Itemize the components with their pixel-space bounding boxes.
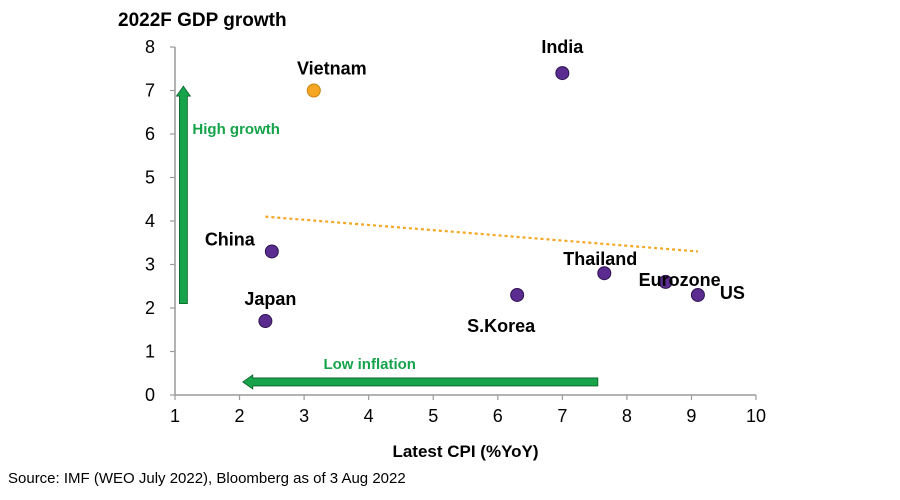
source-note: Source: IMF (WEO July 2022), Bloomberg a… [8, 470, 406, 487]
arrow-shape [175, 85, 192, 305]
y-tick-label: 0 [145, 385, 155, 405]
x-tick-label: 1 [170, 406, 180, 426]
x-axis-label: Latest CPI (%YoY) [392, 442, 538, 461]
point-skorea [510, 287, 525, 302]
point-label: Eurozone [639, 270, 721, 290]
y-tick-label: 6 [145, 124, 155, 144]
point-us [690, 287, 705, 302]
x-tick-label: 2 [235, 406, 245, 426]
point-label: S.Korea [467, 316, 536, 336]
data-points: India Vietnam China Japan S.Korea ThailandEur… [205, 37, 745, 336]
x-tick-label: 10 [746, 406, 766, 426]
low-inflation-arrow: Low inflation [242, 356, 599, 390]
annotations: High growth Low inflation [175, 85, 599, 390]
point-india [555, 66, 570, 81]
point-label: India [541, 37, 584, 57]
point-japan [258, 314, 273, 329]
x-tick-label: 6 [493, 406, 503, 426]
y-tick-label: 8 [145, 37, 155, 57]
chart-title: 2022F GDP growth [118, 10, 287, 31]
y-tick-label: 5 [145, 168, 155, 188]
point-label: Japan [244, 289, 296, 309]
trendline-group [265, 215, 698, 253]
x-tick-label: 5 [428, 406, 438, 426]
y-tick-label: 4 [145, 211, 155, 231]
x-tick-label: 8 [622, 406, 632, 426]
point-eurozone [658, 274, 673, 289]
x-tick-label: 4 [364, 406, 374, 426]
y-tick-label: 2 [145, 298, 155, 318]
point-label: Vietnam [297, 59, 367, 79]
annotation-label: Low inflation [323, 356, 415, 373]
high-growth-arrow: High growth [175, 85, 280, 305]
point-vietnam [306, 83, 321, 98]
y-tick-label: 1 [145, 342, 155, 362]
trendline [265, 215, 698, 253]
arrow-shape [242, 374, 599, 390]
y-tick-label: 3 [145, 255, 155, 275]
x-tick-label: 7 [557, 406, 567, 426]
point-china [264, 244, 279, 259]
point-label: China [205, 229, 256, 249]
x-tick-label: 9 [686, 406, 696, 426]
y-tick-label: 7 [145, 81, 155, 101]
point-label: Thailand [563, 249, 637, 269]
point-label: US [720, 283, 745, 303]
point-thailand [597, 266, 612, 281]
x-tick-label: 3 [299, 406, 309, 426]
annotation-label: High growth [192, 121, 279, 138]
